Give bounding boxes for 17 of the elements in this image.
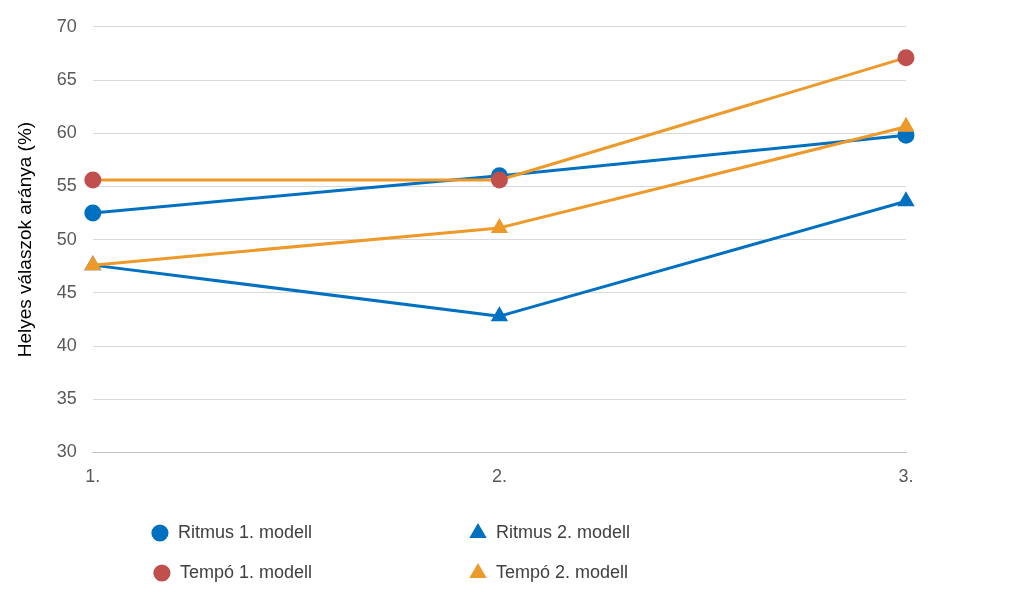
legend-label: Ritmus 1. modell <box>177 521 448 542</box>
y-tick-label: 60 <box>56 122 77 143</box>
y-axis-title: Helyes válaszok aránya (%) <box>13 121 35 358</box>
y-tick-label: 35 <box>56 388 77 409</box>
x-tick-label: 2. <box>491 466 507 487</box>
y-tick-label: 70 <box>56 15 77 36</box>
legend-label: Ritmus 2. modell <box>496 521 766 542</box>
y-tick-label: 45 <box>56 281 77 302</box>
x-tick-label: 1. <box>85 466 101 487</box>
y-tick-label: 40 <box>56 334 77 355</box>
legend-label: Tempó 1. modell <box>179 561 447 582</box>
y-tick-label: 30 <box>56 441 77 462</box>
x-tick-label: 3. <box>898 466 914 487</box>
y-tick-label: 50 <box>56 228 77 249</box>
y-tick-label: 55 <box>56 175 77 196</box>
legend-label: Tempó 2. modell <box>496 561 764 582</box>
y-tick-label: 65 <box>56 68 77 89</box>
